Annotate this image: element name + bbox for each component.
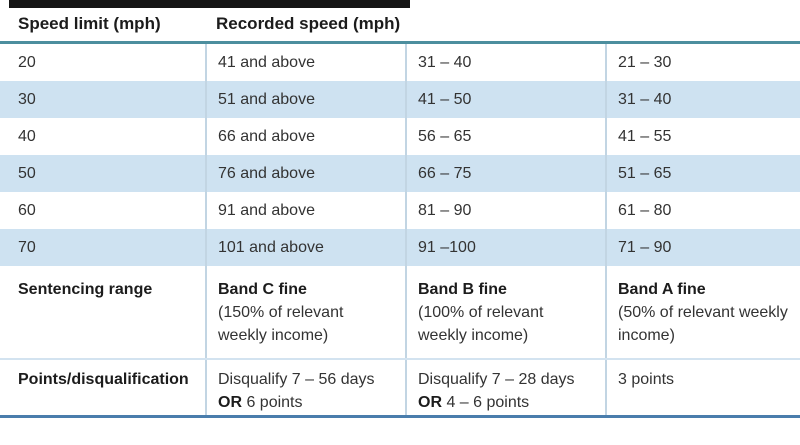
points-band-a-cell: 3 points	[605, 360, 800, 415]
disqualify-line: Disqualify 7 – 56 days	[218, 371, 375, 388]
points-band-c-cell: Disqualify 7 – 56 days OR 6 points	[205, 360, 405, 415]
band-b-range: 91 –100	[405, 229, 605, 266]
top-black-bar	[9, 0, 410, 8]
band-b-range: 66 – 75	[405, 155, 605, 192]
band-a-fine-cell: Band A fine (50% of relevant weekly inco…	[605, 266, 800, 358]
band-a-fine-detail: (50% of relevant weekly income)	[618, 304, 788, 344]
disqualify-line: Disqualify 7 – 28 days	[418, 371, 575, 388]
sentencing-range-label: Sentencing range	[18, 281, 153, 298]
band-c-fine-cell: Band C fine (150% of relevant weekly inc…	[205, 266, 405, 358]
table-row: 70 101 and above 91 –100 71 – 90	[0, 229, 800, 266]
or-points-line: OR 6 points	[218, 391, 404, 414]
band-a-fine-name: Band A fine	[618, 281, 706, 298]
band-c-fine-name: Band C fine	[218, 281, 307, 298]
speed-limit-value: 50	[18, 164, 36, 182]
header-recorded-speed: Recorded speed (mph)	[216, 14, 401, 33]
sentencing-range-row: Sentencing range Band C fine (150% of re…	[0, 266, 800, 358]
bottom-blue-rule	[0, 415, 800, 418]
speed-limit-value: 40	[18, 127, 36, 145]
table-row: 50 76 and above 66 – 75 51 – 65	[0, 155, 800, 192]
or-label: OR	[418, 394, 442, 411]
band-c-range: 101 and above	[205, 229, 405, 266]
band-c-range: 41 and above	[205, 44, 405, 81]
band-b-fine-cell: Band B fine (100% of relevant weekly inc…	[405, 266, 605, 358]
table-row: 20 41 and above 31 – 40 21 – 30	[0, 44, 800, 81]
band-b-range: 41 – 50	[405, 81, 605, 118]
header-divider-rule	[0, 41, 800, 44]
or-label: OR	[218, 394, 242, 411]
points-value: 4 – 6 points	[446, 394, 530, 411]
or-points-line: OR 4 – 6 points	[418, 391, 604, 414]
band-a-range: 41 – 55	[605, 118, 800, 155]
points-disqualification-label: Points/disqualification	[18, 371, 189, 388]
header-empty-col4	[605, 0, 800, 41]
band-c-fine-detail: (150% of relevant weekly income)	[218, 304, 344, 344]
table-header-row: Speed limit (mph) Recorded speed (mph)	[0, 0, 800, 41]
band-c-range: 91 and above	[205, 192, 405, 229]
speed-limit-value: 20	[18, 53, 36, 71]
band-a-range: 61 – 80	[605, 192, 800, 229]
points-value: 3 points	[618, 371, 675, 388]
band-a-range: 71 – 90	[605, 229, 800, 266]
band-b-range: 56 – 65	[405, 118, 605, 155]
band-a-range: 31 – 40	[605, 81, 800, 118]
speed-limit-value: 30	[18, 90, 36, 108]
band-b-range: 31 – 40	[405, 44, 605, 81]
points-band-b-cell: Disqualify 7 – 28 days OR 4 – 6 points	[405, 360, 605, 415]
table-row: 60 91 and above 81 – 90 61 – 80	[0, 192, 800, 229]
points-disqualification-row: Points/disqualification Disqualify 7 – 5…	[0, 358, 800, 415]
band-c-range: 51 and above	[205, 81, 405, 118]
band-b-fine-detail: (100% of relevant weekly income)	[418, 304, 544, 344]
band-b-range: 81 – 90	[405, 192, 605, 229]
table-row: 40 66 and above 56 – 65 41 – 55	[0, 118, 800, 155]
bottom-whitespace	[0, 418, 800, 443]
band-c-range: 76 and above	[205, 155, 405, 192]
band-a-range: 21 – 30	[605, 44, 800, 81]
band-a-range: 51 – 65	[605, 155, 800, 192]
speed-limit-value: 70	[18, 238, 36, 256]
header-speed-limit: Speed limit (mph)	[18, 14, 161, 33]
header-empty-col3	[405, 0, 605, 41]
table-row: 30 51 and above 41 – 50 31 – 40	[0, 81, 800, 118]
speed-limit-value: 60	[18, 201, 36, 219]
band-b-fine-name: Band B fine	[418, 281, 507, 298]
points-value: 6 points	[246, 394, 303, 411]
band-c-range: 66 and above	[205, 118, 405, 155]
